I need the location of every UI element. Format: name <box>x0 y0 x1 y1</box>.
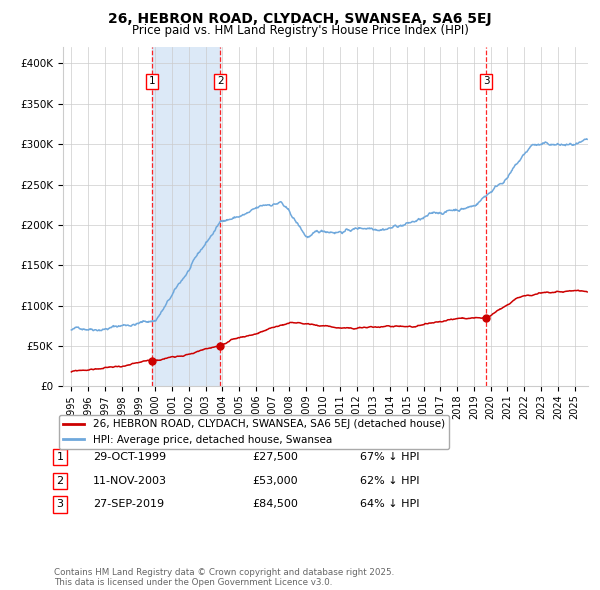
Text: 1: 1 <box>56 453 64 462</box>
Bar <box>152 47 220 386</box>
Legend: 26, HEBRON ROAD, CLYDACH, SWANSEA, SA6 5EJ (detached house), HPI: Average price,: 26, HEBRON ROAD, CLYDACH, SWANSEA, SA6 5… <box>59 415 449 449</box>
Text: 1: 1 <box>149 76 156 86</box>
Text: 29-OCT-1999: 29-OCT-1999 <box>93 453 166 462</box>
Text: £84,500: £84,500 <box>252 500 298 509</box>
Text: 3: 3 <box>483 76 490 86</box>
Text: 62% ↓ HPI: 62% ↓ HPI <box>360 476 419 486</box>
Text: 2: 2 <box>56 476 64 486</box>
Text: £27,500: £27,500 <box>252 453 298 462</box>
Text: 26, HEBRON ROAD, CLYDACH, SWANSEA, SA6 5EJ: 26, HEBRON ROAD, CLYDACH, SWANSEA, SA6 5… <box>108 12 492 26</box>
Text: 67% ↓ HPI: 67% ↓ HPI <box>360 453 419 462</box>
Text: £53,000: £53,000 <box>252 476 298 486</box>
Text: 3: 3 <box>56 500 64 509</box>
Text: 64% ↓ HPI: 64% ↓ HPI <box>360 500 419 509</box>
Text: Price paid vs. HM Land Registry's House Price Index (HPI): Price paid vs. HM Land Registry's House … <box>131 24 469 37</box>
Text: Contains HM Land Registry data © Crown copyright and database right 2025.
This d: Contains HM Land Registry data © Crown c… <box>54 568 394 587</box>
Text: 27-SEP-2019: 27-SEP-2019 <box>93 500 164 509</box>
Text: 11-NOV-2003: 11-NOV-2003 <box>93 476 167 486</box>
Text: 2: 2 <box>217 76 223 86</box>
